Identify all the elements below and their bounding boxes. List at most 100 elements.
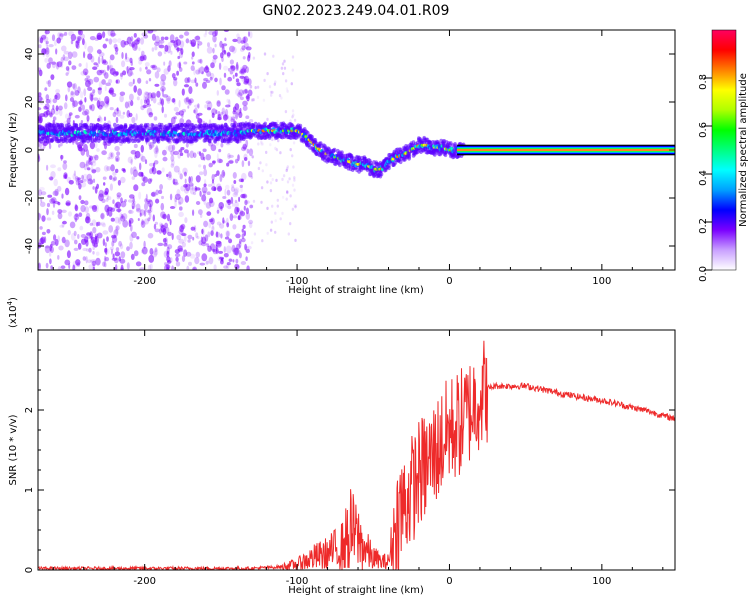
spectrogram-noise-point (188, 86, 193, 95)
spectrogram-noise-point (58, 144, 61, 148)
spectrogram-noise-point (147, 178, 152, 185)
spectrogram-noise-point (219, 77, 222, 86)
spectrogram-noise-point (162, 156, 168, 162)
spectrogram-noise-point (191, 183, 194, 192)
spectrogram-ridge-point (229, 136, 233, 141)
spectrogram-noise-point (237, 214, 241, 221)
spectrogram-noise-point (205, 154, 212, 161)
spectrogram-noise-point (38, 155, 41, 163)
spectrogram-noise-point (38, 212, 41, 221)
spectrogram-noise-point (151, 65, 158, 71)
spectrogram-noise-point (114, 155, 120, 162)
spectrogram-noise-point (129, 241, 133, 250)
spectrogram-noise-point (43, 105, 48, 110)
spectrogram-noise-point (156, 67, 161, 73)
spectrogram-noise-point (66, 117, 71, 125)
spectrogram-noise-point (78, 146, 84, 152)
spectrogram-noise-point (281, 62, 285, 66)
spectrogram-noise-point (83, 88, 87, 97)
spectrogram-noise-point (223, 65, 229, 71)
spectrogram-noise-point (178, 110, 185, 116)
spectrogram-noise-point (188, 99, 192, 106)
spectrogram-noise-point (169, 193, 173, 201)
spectrogram-noise-point (113, 43, 118, 50)
spectrogram-noise-point (54, 188, 59, 197)
spectrogram-noise-point (129, 194, 135, 199)
spectrogram-ytick-label: 20 (24, 96, 35, 109)
spectrogram-noise-point (132, 78, 135, 85)
spectrogram-noise-point (120, 72, 123, 80)
spectrogram-noise-point (99, 100, 105, 107)
spectrogram-ridge-point (167, 138, 171, 143)
spectrogram-noise-point (220, 52, 224, 59)
spectrogram-noise-point (94, 142, 98, 149)
spectrogram-noise-point (235, 265, 240, 269)
spectrogram-noise-point (289, 119, 292, 123)
spectrogram-noise-point (222, 114, 228, 121)
spectrogram-noise-point (103, 182, 106, 186)
spectrogram-noise-point (176, 234, 182, 240)
spectrogram-noise-point (89, 222, 94, 226)
spectrogram-noise-point (236, 36, 242, 44)
spectrogram-noise-point (167, 231, 173, 237)
spectrogram-noise-point (99, 222, 103, 226)
spectrogram-noise-point (270, 220, 273, 224)
spectrogram-noise-point (179, 225, 185, 233)
spectrogram-noise-point (110, 30, 116, 38)
spectrogram-noise-point (89, 155, 93, 161)
spectrogram-noise-point (191, 61, 195, 65)
spectrogram-noise-point (221, 85, 226, 91)
spectrogram-noise-point (38, 143, 41, 147)
spectrogram-noise-point (290, 82, 293, 86)
spectrogram-noise-point (207, 245, 212, 252)
spectrogram-noise-point (171, 73, 176, 79)
spectrogram-noise-point (45, 41, 48, 47)
spectrogram-noise-point (117, 179, 121, 186)
spectrogram-noise-point (197, 41, 203, 46)
spectrogram-noise-point (72, 141, 75, 145)
spectrogram-noise-point (131, 41, 135, 48)
spectrogram-noise-point (101, 198, 106, 203)
spectrogram-noise-point (161, 195, 164, 200)
spectrogram-noise-point (134, 42, 138, 50)
spectrogram-noise-point (84, 200, 89, 206)
spectrogram-noise-point (214, 30, 218, 37)
spectrogram-noise-point (164, 237, 168, 245)
spectrogram-noise-point (239, 184, 243, 188)
spectrogram-noise-point (129, 93, 134, 102)
spectrogram-noise-point (90, 236, 97, 244)
spectrogram-noise-point (60, 141, 63, 147)
spectrogram-noise-point (227, 160, 234, 164)
spectrogram-noise-point (98, 189, 104, 198)
spectrogram-noise-point (173, 78, 178, 87)
spectrogram-noise-point (67, 51, 73, 60)
spectrogram-noise-point (239, 211, 246, 217)
spectrogram-noise-point (94, 204, 99, 213)
spectrogram-noise-point (174, 253, 181, 258)
spectrogram-noise-point (77, 30, 83, 36)
spectrogram-noise-point (228, 154, 234, 158)
spectrogram-noise-point (46, 202, 51, 208)
spectrogram-noise-point (197, 117, 203, 124)
colorbar-tick-label: 0.6 (698, 122, 709, 138)
spectrogram-noise-point (206, 46, 213, 54)
spectrogram-noise-point (48, 57, 53, 64)
spectrogram-noise-point (45, 40, 49, 45)
spectrogram-noise-point (122, 219, 129, 228)
spectrogram-noise-point (162, 238, 167, 243)
spectrogram-noise-point (179, 118, 185, 125)
spectrogram-noise-point (245, 256, 248, 262)
spectrogram-noise-point (177, 62, 182, 69)
spectrogram-noise-point (183, 149, 189, 154)
spectrogram-noise-point (149, 248, 154, 255)
spectrogram-noise-point (195, 113, 200, 120)
spectrogram-noise-point (285, 168, 288, 173)
spectrogram-noise-point (140, 220, 146, 228)
spectrogram-noise-point (241, 172, 247, 181)
spectrogram-noise-point (147, 264, 152, 270)
spectrogram-ytick-label: 40 (24, 48, 35, 61)
spectrogram-noise-point (120, 200, 127, 208)
snr-xtick-label: 100 (592, 576, 611, 587)
spectrogram-noise-point (107, 30, 113, 37)
spectrogram-noise-point (140, 144, 144, 153)
